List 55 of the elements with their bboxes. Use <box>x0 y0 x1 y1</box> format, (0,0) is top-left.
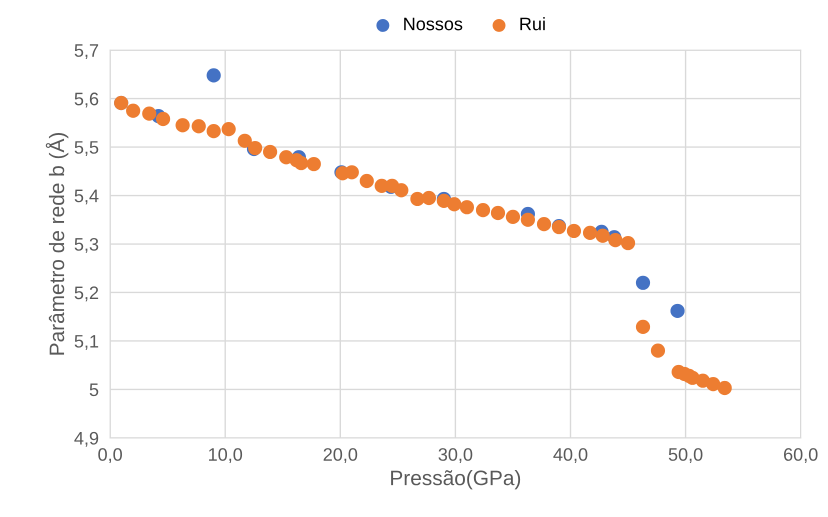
y-tick-label: 5,5 <box>74 141 98 156</box>
point <box>636 276 650 290</box>
point <box>636 320 650 334</box>
point <box>650 344 666 358</box>
point <box>476 203 490 218</box>
point <box>263 144 278 160</box>
point <box>206 124 221 138</box>
point <box>506 210 520 224</box>
y-tick-label: 5,7 <box>74 44 98 59</box>
point <box>344 165 359 180</box>
x-tick-label: 0,0 <box>98 448 122 464</box>
point <box>566 224 582 238</box>
point <box>620 236 636 250</box>
point <box>222 122 236 136</box>
point <box>536 217 552 232</box>
legend-label: Nossos <box>404 18 462 30</box>
y-tick-label: 5 <box>90 384 98 396</box>
x-axis-title: Pressão(GPa) <box>391 470 520 490</box>
x-tick-label: 10,0 <box>209 448 242 464</box>
point <box>360 174 374 188</box>
legend-label: Rui <box>520 17 545 30</box>
point <box>718 380 732 396</box>
point <box>126 104 140 118</box>
x-tick-label: 60,0 <box>784 448 818 464</box>
point <box>490 206 506 220</box>
point <box>670 304 685 318</box>
point <box>608 233 622 248</box>
point <box>306 156 321 172</box>
point <box>294 156 308 170</box>
y-tick-label: 5,3 <box>74 238 98 253</box>
point <box>142 106 156 121</box>
point <box>192 119 206 134</box>
point <box>394 183 408 198</box>
point <box>410 192 425 206</box>
point <box>447 197 462 212</box>
point <box>156 112 170 126</box>
point <box>460 200 474 214</box>
y-tick-label: 5,2 <box>74 286 98 302</box>
point <box>176 118 190 132</box>
point <box>706 377 720 392</box>
y-axis-title: Parâmetro de rede b (Å) <box>46 132 68 355</box>
y-tick-label: 5,6 <box>74 92 98 108</box>
y-tick-label: 5,1 <box>74 335 98 350</box>
x-tick-label: 30,0 <box>438 448 472 464</box>
x-tick-label: 50,0 <box>668 448 702 464</box>
y-tick-label: 4,9 <box>74 432 98 447</box>
point <box>582 226 598 240</box>
x-tick-label: 40,0 <box>553 448 588 464</box>
point <box>596 228 610 243</box>
point <box>520 212 536 227</box>
point <box>238 134 252 148</box>
point <box>206 68 221 82</box>
y-tick-label: 5,4 <box>74 190 98 204</box>
x-tick-label: 20,0 <box>324 448 358 464</box>
point <box>422 190 436 206</box>
